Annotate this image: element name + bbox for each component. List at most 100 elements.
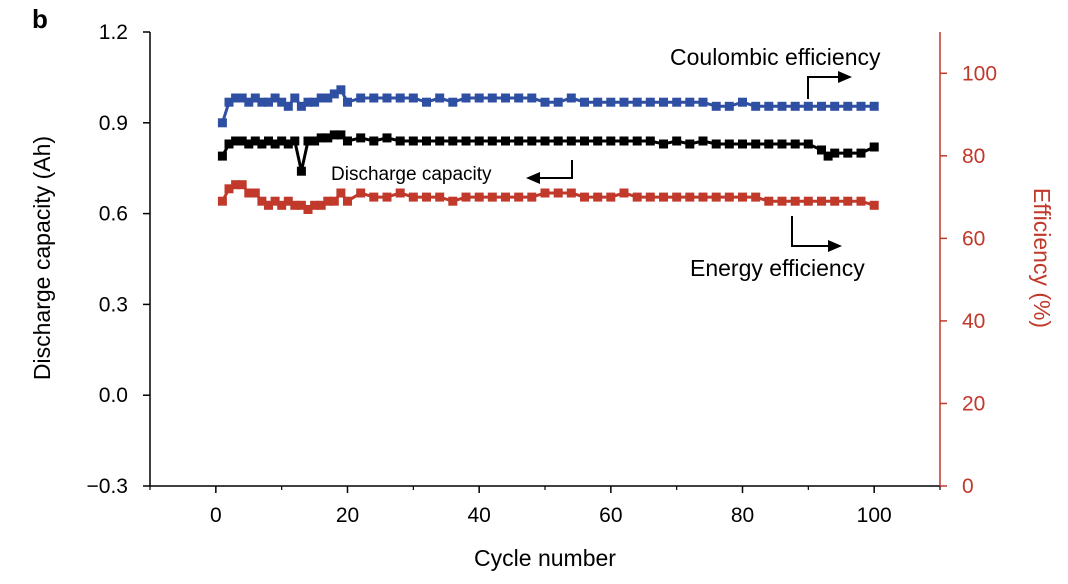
- data-point-discharge-capacity: [632, 136, 642, 146]
- data-point-discharge-capacity: [606, 136, 616, 146]
- y-left-tick-label: 0.3: [99, 293, 128, 316]
- y-right-tick-label: 100: [962, 62, 997, 85]
- data-point-energy-efficiency: [856, 196, 866, 206]
- data-point-discharge-capacity: [527, 136, 537, 146]
- data-point-energy-efficiency: [237, 180, 247, 190]
- data-point-coulombic-efficiency: [257, 97, 267, 107]
- annotation-energy-arrowhead: [828, 240, 842, 252]
- data-point-coulombic-efficiency: [296, 101, 306, 111]
- annotation-energy-efficiency: Energy efficiency: [690, 255, 865, 281]
- data-point-coulombic-efficiency: [632, 97, 642, 107]
- data-point-discharge-capacity: [553, 136, 563, 146]
- data-point-energy-efficiency: [329, 196, 339, 206]
- y-left-tick-label: 0.0: [99, 384, 128, 407]
- data-point-energy-efficiency: [296, 200, 306, 210]
- data-point-energy-efficiency: [461, 192, 471, 202]
- data-point-coulombic-efficiency: [843, 101, 853, 111]
- data-marks: [217, 85, 879, 214]
- y-left-tick-label: 0.9: [99, 112, 128, 135]
- data-point-coulombic-efficiency: [685, 97, 695, 107]
- data-point-discharge-capacity: [869, 142, 879, 152]
- data-point-energy-efficiency: [290, 200, 300, 210]
- data-point-coulombic-efficiency: [461, 93, 471, 103]
- data-point-energy-efficiency: [448, 196, 458, 206]
- data-point-energy-efficiency: [553, 188, 563, 198]
- data-point-energy-efficiency: [356, 188, 366, 198]
- data-point-energy-efficiency: [382, 192, 392, 202]
- data-point-coulombic-efficiency: [356, 93, 366, 103]
- data-point-coulombic-efficiency: [435, 93, 445, 103]
- data-point-coulombic-efficiency: [290, 93, 300, 103]
- data-point-coulombic-efficiency: [830, 101, 840, 111]
- data-point-energy-efficiency: [817, 196, 826, 206]
- data-point-discharge-capacity: [283, 139, 293, 149]
- annotation-discharge-arrow: [540, 160, 573, 179]
- data-point-coulombic-efficiency: [217, 118, 227, 128]
- y-right-tick-label: 60: [962, 227, 985, 250]
- data-point-coulombic-efficiency: [369, 93, 379, 103]
- data-point-coulombic-efficiency: [487, 93, 497, 103]
- data-point-discharge-capacity: [817, 145, 826, 155]
- data-point-discharge-capacity: [645, 136, 655, 146]
- data-point-coulombic-efficiency: [514, 93, 524, 103]
- data-point-energy-efficiency: [738, 192, 747, 202]
- data-point-energy-efficiency: [316, 200, 326, 210]
- x-tick-label: 80: [731, 504, 754, 527]
- x-tick-label: 0: [210, 504, 222, 527]
- data-point-energy-efficiency: [869, 200, 879, 210]
- data-point-discharge-capacity: [461, 136, 471, 146]
- data-point-energy-efficiency: [487, 192, 497, 202]
- data-point-discharge-capacity: [217, 151, 227, 161]
- data-point-coulombic-efficiency: [540, 97, 550, 107]
- data-point-discharge-capacity: [738, 139, 747, 149]
- x-tick-label: 40: [467, 504, 490, 527]
- data-point-energy-efficiency: [724, 192, 734, 202]
- data-point-discharge-capacity: [303, 136, 313, 146]
- data-point-coulombic-efficiency: [395, 93, 405, 103]
- data-point-discharge-capacity: [856, 148, 866, 158]
- y-right-tick-label: 20: [962, 392, 985, 415]
- data-point-energy-efficiency: [803, 196, 813, 206]
- data-point-coulombic-efficiency: [593, 97, 603, 107]
- data-point-coulombic-efficiency: [580, 97, 589, 107]
- data-point-coulombic-efficiency: [244, 97, 254, 107]
- data-point-discharge-capacity: [764, 139, 774, 149]
- y-left-tick-label: −0.3: [87, 475, 128, 498]
- data-point-energy-efficiency: [264, 200, 273, 210]
- annotation-discharge-capacity: Discharge capacity: [331, 164, 492, 185]
- data-point-energy-efficiency: [501, 192, 510, 202]
- data-point-energy-efficiency: [395, 188, 405, 198]
- data-point-energy-efficiency: [270, 196, 280, 206]
- data-point-energy-efficiency: [277, 200, 287, 210]
- data-point-energy-efficiency: [606, 192, 616, 202]
- annotation-coulombic-arrow: [807, 76, 840, 99]
- data-point-energy-efficiency: [645, 192, 655, 202]
- data-point-discharge-capacity: [448, 136, 458, 146]
- data-point-coulombic-efficiency: [777, 101, 787, 111]
- data-point-discharge-capacity: [698, 136, 708, 146]
- data-point-discharge-capacity: [323, 133, 333, 143]
- data-point-energy-efficiency: [580, 192, 589, 202]
- data-point-coulombic-efficiency: [566, 93, 576, 103]
- data-point-discharge-capacity: [724, 139, 734, 149]
- data-point-discharge-capacity: [422, 136, 431, 146]
- data-point-coulombic-efficiency: [264, 97, 273, 107]
- data-point-coulombic-efficiency: [422, 97, 431, 107]
- data-point-discharge-capacity: [474, 136, 484, 146]
- data-point-coulombic-efficiency: [724, 101, 734, 111]
- data-point-coulombic-efficiency: [283, 101, 293, 111]
- annotation-discharge-arrowhead: [526, 172, 540, 184]
- y-left-tick-label: 0.6: [99, 203, 128, 226]
- data-point-energy-efficiency: [566, 188, 576, 198]
- data-point-coulombic-efficiency: [474, 93, 484, 103]
- data-point-energy-efficiency: [257, 196, 267, 206]
- data-point-discharge-capacity: [593, 136, 603, 146]
- data-point-discharge-capacity: [685, 139, 695, 149]
- data-point-energy-efficiency: [369, 192, 379, 202]
- data-point-energy-efficiency: [685, 192, 695, 202]
- data-point-coulombic-efficiency: [316, 93, 326, 103]
- data-point-discharge-capacity: [336, 130, 346, 140]
- data-point-energy-efficiency: [830, 196, 840, 206]
- data-point-discharge-capacity: [751, 139, 761, 149]
- data-point-energy-efficiency: [343, 196, 352, 206]
